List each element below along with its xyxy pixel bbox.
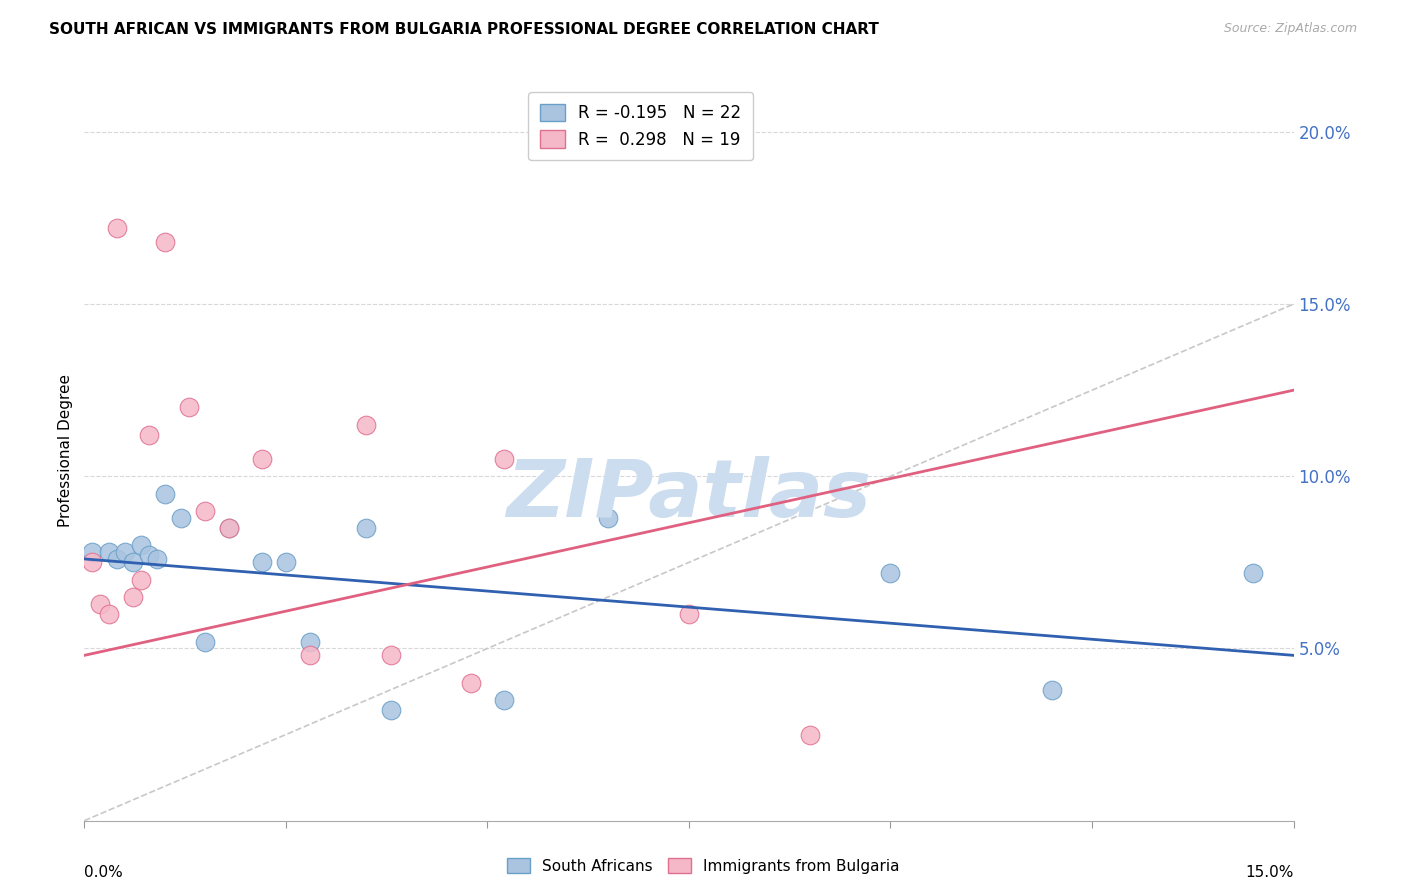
Point <box>170 510 193 524</box>
Text: 0.0%: 0.0% <box>84 865 124 880</box>
Point <box>89 597 111 611</box>
Text: Source: ZipAtlas.com: Source: ZipAtlas.com <box>1223 22 1357 36</box>
Point <box>678 607 700 621</box>
Point <box>380 648 402 663</box>
Point <box>121 590 143 604</box>
Point <box>356 521 378 535</box>
Point <box>82 555 104 569</box>
Point <box>380 703 402 717</box>
Y-axis label: Professional Degree: Professional Degree <box>58 374 73 527</box>
Point <box>250 452 273 467</box>
Point <box>97 545 120 559</box>
Point <box>460 676 482 690</box>
Point <box>194 634 217 648</box>
Point <box>1040 682 1063 697</box>
Point <box>129 538 152 552</box>
Point <box>153 235 176 249</box>
Point <box>97 607 120 621</box>
Text: SOUTH AFRICAN VS IMMIGRANTS FROM BULGARIA PROFESSIONAL DEGREE CORRELATION CHART: SOUTH AFRICAN VS IMMIGRANTS FROM BULGARI… <box>49 22 879 37</box>
Text: 15.0%: 15.0% <box>1246 865 1294 880</box>
Point <box>299 634 322 648</box>
Point <box>146 552 169 566</box>
Point <box>138 428 160 442</box>
Point <box>105 552 128 566</box>
Point <box>129 573 152 587</box>
Point <box>153 486 176 500</box>
Point <box>299 648 322 663</box>
Point <box>879 566 901 580</box>
Point <box>114 545 136 559</box>
Point <box>250 555 273 569</box>
Text: ZIPatlas: ZIPatlas <box>506 456 872 534</box>
Point <box>194 504 217 518</box>
Point <box>179 401 201 415</box>
Legend: South Africans, Immigrants from Bulgaria: South Africans, Immigrants from Bulgaria <box>501 852 905 880</box>
Point <box>218 521 240 535</box>
Point <box>218 521 240 535</box>
Point <box>105 221 128 235</box>
Point <box>492 452 515 467</box>
Legend: R = -0.195   N = 22, R =  0.298   N = 19: R = -0.195 N = 22, R = 0.298 N = 19 <box>529 92 754 161</box>
Point <box>492 693 515 707</box>
Point <box>356 417 378 432</box>
Point <box>799 727 821 741</box>
Point <box>82 545 104 559</box>
Point <box>598 510 620 524</box>
Point <box>1241 566 1264 580</box>
Point <box>274 555 297 569</box>
Point <box>138 549 160 563</box>
Point <box>121 555 143 569</box>
